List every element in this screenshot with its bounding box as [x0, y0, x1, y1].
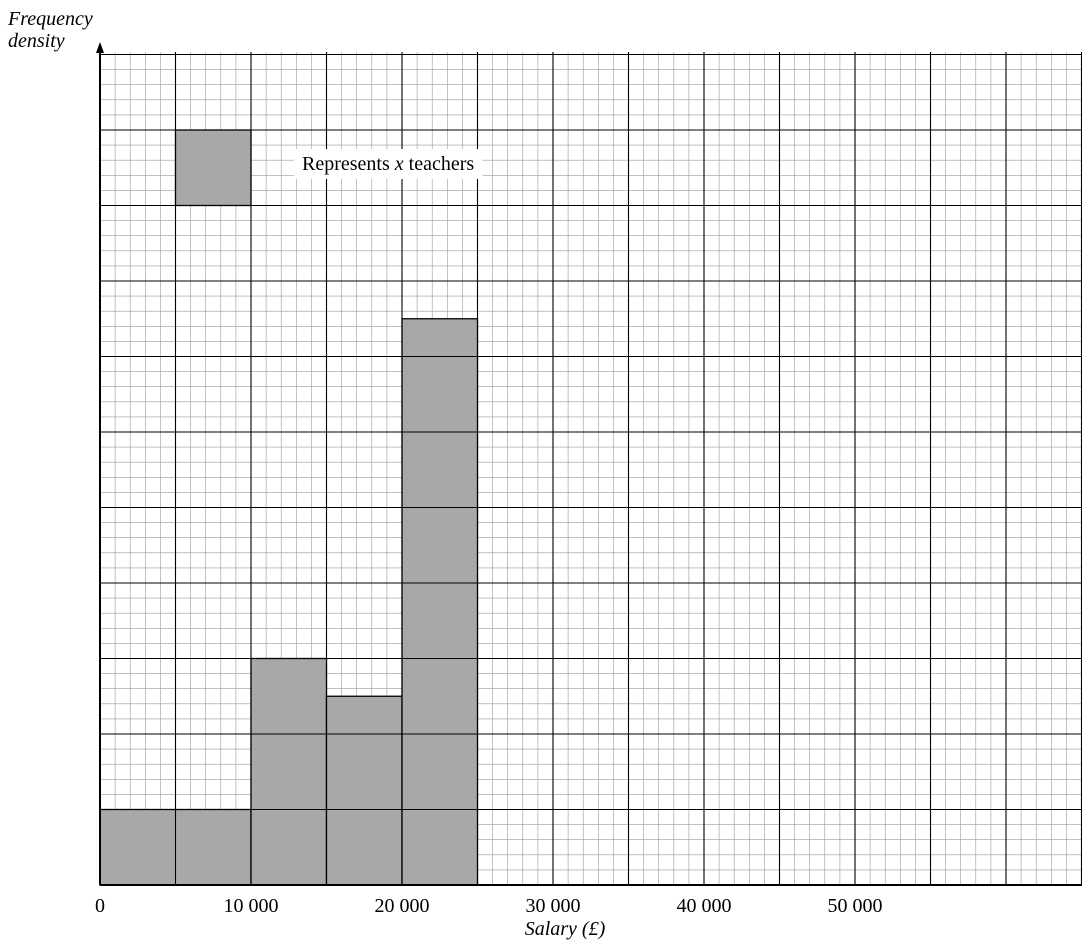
x-tick-label: 10 000: [224, 895, 279, 917]
y-axis-label-line2: density: [8, 30, 65, 52]
x-tick-labels: 0 10 000 20 000 30 000 40 000 50 000: [95, 895, 883, 917]
key-label-prefix: Represents: [302, 153, 395, 175]
key-label-suffix: teachers: [404, 153, 475, 175]
x-tick-label: 50 000: [828, 895, 883, 917]
y-axis-label: Frequency density: [8, 8, 93, 52]
y-axis-arrow: [96, 42, 104, 53]
x-tick-label: 40 000: [677, 895, 732, 917]
key-label-background: [294, 149, 483, 179]
key-square: [174, 129, 252, 207]
histogram-bar: [250, 657, 328, 886]
key-label: Represents x teachers: [302, 153, 474, 175]
x-tick-label: 20 000: [375, 895, 430, 917]
key-label-variable: x: [394, 153, 404, 175]
histogram-bars: [99, 318, 479, 886]
x-axis-label: Salary (£): [525, 918, 606, 940]
x-tick-label: 0: [95, 895, 105, 917]
histogram-bar: [401, 318, 479, 886]
axes: [96, 42, 1082, 886]
key: Represents x teachers: [174, 129, 483, 207]
x-tick-label: 30 000: [526, 895, 581, 917]
y-axis-label-line1: Frequency: [8, 8, 93, 30]
histogram-bar: [325, 695, 403, 886]
